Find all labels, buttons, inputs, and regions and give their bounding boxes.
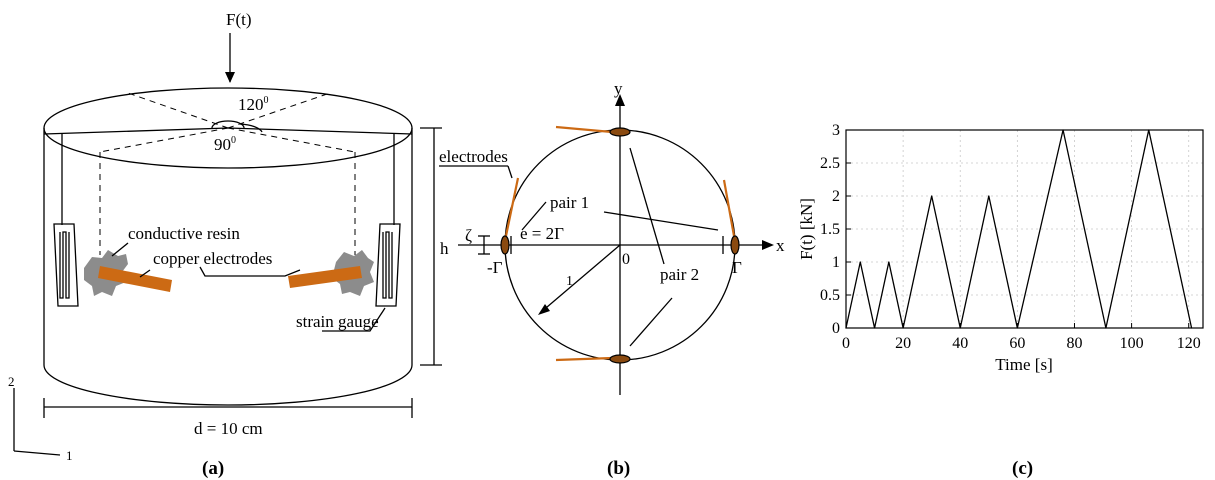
y-axis-arrow <box>615 94 625 106</box>
strain-gauge-right <box>375 223 401 307</box>
panel-b: x y 0 -Γ Γ ζ e = 2Γ electrodes pair 1 pa… <box>439 79 785 479</box>
zeta-label: ζ <box>465 226 472 245</box>
pair2-leader-bottom <box>629 297 673 347</box>
electrode-right <box>730 235 740 255</box>
pair2-leader-top <box>629 147 665 265</box>
radius-arrow <box>539 244 621 314</box>
top-dash-1 <box>127 92 229 129</box>
electrode-wire-right <box>722 179 736 237</box>
strain-gauge-left <box>53 223 79 307</box>
angle-arc-90 <box>211 120 245 129</box>
diameter-label: d = 10 cm <box>194 419 263 438</box>
data-point <box>873 327 876 329</box>
copper-electrode-left <box>98 266 172 292</box>
leader-copper-left <box>139 269 151 278</box>
data-point <box>931 195 933 197</box>
electrode-wire-top <box>555 125 613 134</box>
copper-electrode-right <box>288 266 362 288</box>
data-point <box>959 327 961 329</box>
x-tick-label: 100 <box>1120 335 1144 352</box>
x-tick-label: 20 <box>895 335 911 352</box>
label-conductive-resin: conductive resin <box>128 224 240 243</box>
electrode-bottom <box>609 354 631 364</box>
data-point <box>859 261 861 263</box>
caption-a: (a) <box>202 458 224 479</box>
y-tick-label: 2.5 <box>820 155 840 172</box>
y-tick-label: 0.5 <box>820 287 840 304</box>
y-axis-title: F(t) [kN] <box>797 198 816 260</box>
axis-1-label: 1 <box>66 448 73 463</box>
x-tick-label: 40 <box>952 335 968 352</box>
electrode-left <box>500 235 510 255</box>
y-axis-label: y <box>614 79 623 98</box>
data-point <box>988 195 990 197</box>
angle-120-label: 1200 <box>238 95 269 114</box>
data-point <box>1105 327 1107 329</box>
force-arrow-head <box>225 72 235 83</box>
data-point <box>1016 327 1018 329</box>
origin-label: 0 <box>622 251 630 268</box>
pair1-label: pair 1 <box>550 193 589 212</box>
data-point <box>1062 129 1064 131</box>
radius-label: 1 <box>566 274 573 289</box>
data-point <box>845 327 847 329</box>
axis-2-label: 2 <box>8 374 15 389</box>
cylinder-bottom <box>43 364 413 406</box>
x-axis-label: x <box>776 236 785 255</box>
leader-conductive-resin <box>111 242 129 257</box>
e-label: e = 2Γ <box>520 224 564 243</box>
top-dash-2 <box>227 92 331 129</box>
panel-c: 0 20 40 60 80 100 120 0 0.5 1 1.5 2 2.5 3 Time [s] F(… <box>797 122 1204 479</box>
radius-arrow-head <box>538 304 550 315</box>
panel-a: F(t) 1200 900 <box>8 10 449 479</box>
chart-ticks: 0 20 40 60 80 100 120 0 0.5 1 1.5 2 2.5 3 <box>820 122 1201 352</box>
caption-b: (b) <box>607 458 630 479</box>
neg-gamma-label: -Γ <box>487 258 503 277</box>
leader-copper-right <box>199 266 301 277</box>
y-tick-label: 2 <box>832 188 840 205</box>
pair1-leader-right <box>603 211 719 231</box>
angle-arc-120 <box>239 123 263 133</box>
data-point <box>888 261 890 263</box>
y-tick-label: 1 <box>832 254 840 271</box>
x-tick-label: 80 <box>1066 335 1082 352</box>
y-tick-label: 1.5 <box>820 221 840 238</box>
leader-strain-gauge <box>322 307 386 332</box>
electrodes-label: electrodes <box>439 147 508 166</box>
x-tick-label: 0 <box>842 335 850 352</box>
x-tick-label: 120 <box>1177 335 1201 352</box>
electrode-top <box>609 127 631 137</box>
electrode-wire-left <box>504 177 520 237</box>
angle-90-label: 900 <box>214 135 236 154</box>
x-tick-label: 60 <box>1009 335 1025 352</box>
electrodes-leader <box>507 165 513 179</box>
gamma-label: Γ <box>732 258 742 277</box>
caption-c: (c) <box>1012 458 1033 479</box>
force-label: F(t) <box>226 10 252 29</box>
y-tick-label: 0 <box>832 320 840 337</box>
chart-points <box>845 129 1193 329</box>
data-point <box>1190 327 1193 329</box>
electrode-wire-bottom <box>555 356 613 362</box>
label-strain-gauge: strain gauge <box>296 312 379 331</box>
data-point <box>1148 129 1150 131</box>
x-axis-title: Time [s] <box>995 355 1052 374</box>
y-tick-label: 3 <box>832 122 840 139</box>
top-solid-right <box>227 127 413 135</box>
axis-1-line <box>13 450 61 456</box>
top-solid-left <box>43 127 229 135</box>
label-copper-electrodes: copper electrodes <box>153 249 272 268</box>
pair1-leader-left <box>521 201 547 231</box>
height-label: h <box>440 239 449 258</box>
data-point <box>902 327 904 329</box>
x-axis-arrow <box>762 240 774 250</box>
pair2-label: pair 2 <box>660 265 699 284</box>
